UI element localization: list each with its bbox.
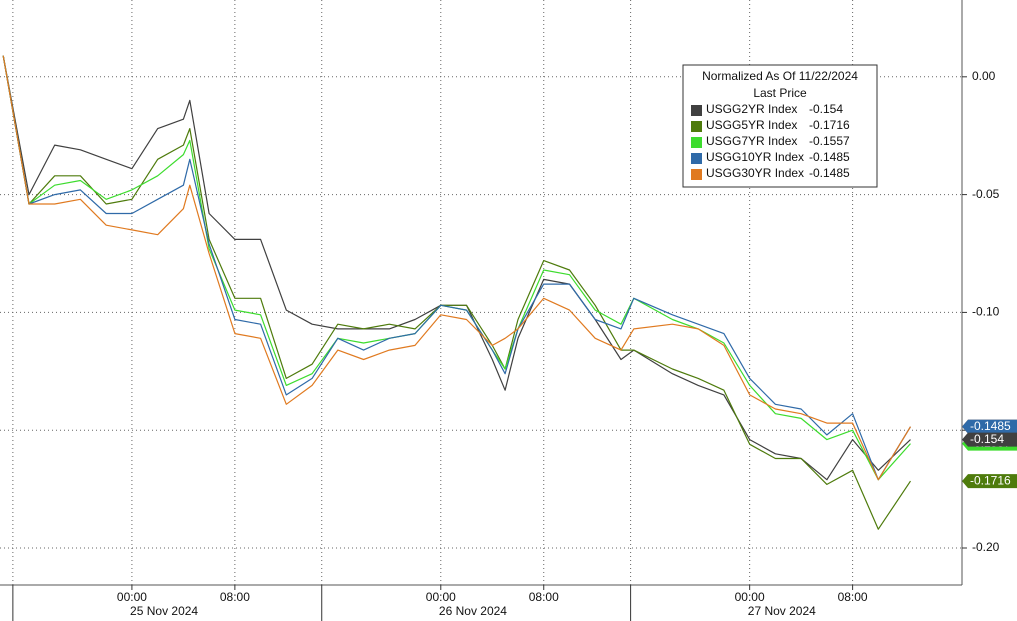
plot	[2, 55, 912, 530]
legend: Normalized As Of 11/22/2024 Last Price U…	[682, 64, 878, 188]
legend-value: -0.1485	[809, 150, 850, 164]
legend-swatch	[691, 169, 702, 180]
legend-label: USGG2YR Index	[706, 102, 797, 116]
legend-value: -0.1557	[809, 134, 850, 148]
price-tag-label: -0.154	[970, 432, 1004, 446]
x-tick-label: 00:00	[426, 590, 456, 604]
price-tag-label: -0.1485	[970, 419, 1011, 433]
y-tick-label: 0.00	[972, 69, 996, 83]
legend-swatch	[691, 105, 702, 116]
date-label: 27 Nov 2024	[748, 604, 816, 618]
series-line	[2, 55, 912, 481]
legend-swatch	[691, 153, 702, 164]
legend-label: USGG5YR Index	[706, 118, 797, 132]
x-tick-label: 08:00	[220, 590, 250, 604]
x-tick-label: 00:00	[117, 590, 147, 604]
legend-label: USGG10YR Index	[706, 150, 804, 164]
legend-label: USGG7YR Index	[706, 134, 797, 148]
date-label: 25 Nov 2024	[130, 604, 198, 618]
legend-value: -0.1716	[809, 118, 850, 132]
price-tag	[962, 432, 1017, 447]
legend-title: Normalized As Of 11/22/2024	[702, 69, 858, 83]
x-tick-label: 08:00	[529, 590, 559, 604]
legend-label: USGG30YR Index	[706, 166, 804, 180]
y-tick-label: -0.20	[972, 540, 1000, 554]
legend-box	[682, 64, 878, 188]
price-tag-label: -0.1716	[970, 473, 1011, 487]
y-tick-label: -0.05	[972, 187, 1000, 201]
legend-swatch	[691, 121, 702, 132]
legend-subtitle: Last Price	[753, 86, 807, 100]
price-tag	[962, 474, 1017, 489]
price-tags: -0.1485-0.1485-0.1557-0.1716-0.154	[962, 419, 1017, 489]
x-tick-label: 08:00	[838, 590, 868, 604]
price-tag	[962, 419, 1017, 434]
x-tick-label: 00:00	[735, 590, 765, 604]
legend-value: -0.1485	[809, 166, 850, 180]
legend-value: -0.154	[809, 102, 843, 116]
legend-swatch	[691, 137, 702, 148]
series-line	[2, 55, 912, 481]
date-label: 26 Nov 2024	[439, 604, 507, 618]
y-tick-label: -0.10	[972, 305, 1000, 319]
series-line	[2, 55, 911, 530]
